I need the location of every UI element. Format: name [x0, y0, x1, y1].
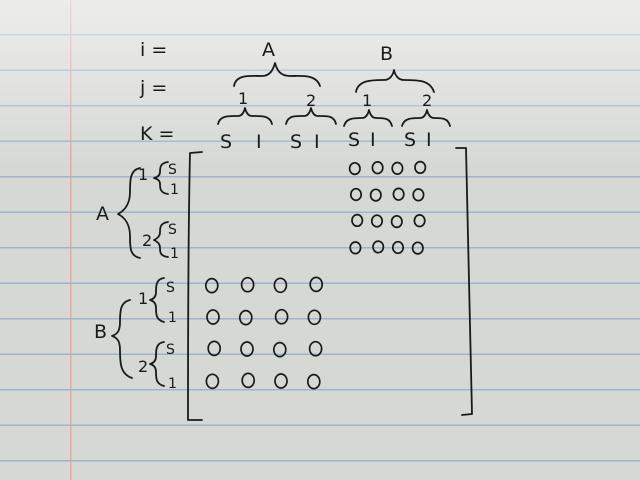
top-right-zero-r4-c2 — [372, 240, 385, 254]
top-right-zero-r1-c4 — [414, 160, 427, 175]
top-right-zero-r3-c3 — [390, 214, 403, 229]
bottom-left-zero-r3-c1 — [207, 340, 222, 357]
bottom-left-zero-r1-c3 — [273, 277, 288, 294]
row-j-label-a2: 2 — [142, 231, 152, 250]
row-j-label-b2: 2 — [138, 357, 148, 376]
col-j-label-a2: 2 — [306, 91, 316, 110]
col-k-label-a1i: I — [256, 131, 262, 153]
row-j-brace-b2 — [149, 341, 165, 387]
j-label: j = — [139, 77, 167, 99]
top-right-zero-r2-c4 — [412, 188, 425, 202]
bottom-left-zero-r2-c3 — [274, 308, 289, 325]
top-right-zero-r3-c4 — [413, 214, 426, 228]
col-j-brace-a2 — [285, 107, 337, 125]
bottom-left-zero-r4-c3 — [274, 373, 288, 389]
matrix-left-bracket — [187, 151, 203, 421]
top-right-zero-r4-c1 — [349, 241, 362, 255]
row-k-label-a2-1: 1 — [170, 246, 179, 262]
top-right-zero-r2-c1 — [349, 187, 363, 202]
matrix-right-bracket — [455, 147, 473, 416]
top-right-zero-r2-c3 — [392, 187, 405, 201]
top-right-zero-r3-c2 — [370, 214, 384, 228]
bottom-left-zero-r4-c4 — [306, 373, 321, 390]
bottom-left-zero-r1-c4 — [309, 276, 324, 293]
col-k-label-b2s: S — [404, 129, 416, 151]
row-j-brace-a1 — [153, 161, 169, 195]
top-right-zero-r4-c3 — [391, 240, 405, 255]
col-k-label-a1s: S — [220, 131, 232, 153]
top-right-zero-r1-c3 — [391, 161, 404, 175]
top-right-zero-r4-c4 — [411, 241, 424, 255]
row-k-label-b1s: S — [166, 280, 175, 296]
row-i-brace-a — [117, 167, 141, 259]
row-k-label-b2s: S — [166, 342, 175, 358]
zero-block-top-right — [348, 160, 427, 255]
col-i-label-a: A — [262, 39, 275, 61]
col-j-brace-b1 — [343, 109, 393, 127]
k-label: K = — [140, 123, 174, 145]
row-k-label-a1s: S — [168, 162, 177, 178]
zero-block-bottom-left — [204, 276, 324, 390]
bottom-left-zero-r2-c4 — [307, 309, 322, 326]
bottom-left-zero-r3-c2 — [240, 341, 254, 357]
col-j-label-b2: 2 — [422, 91, 432, 110]
row-j-label-b1: 1 — [138, 289, 148, 308]
col-k-label-b1s: S — [348, 129, 360, 151]
col-k-label-a2i: I — [314, 131, 320, 153]
row-j-brace-a2 — [153, 221, 169, 258]
row-i-brace-b — [111, 299, 133, 379]
top-right-zero-r1-c2 — [371, 161, 384, 175]
bottom-left-zero-r2-c2 — [238, 309, 253, 326]
bottom-left-zero-r1-c1 — [204, 277, 219, 294]
row-k-label-a1-1: 1 — [170, 182, 179, 198]
top-right-zero-r3-c1 — [351, 213, 364, 228]
row-k-label-b1-1: 1 — [168, 310, 177, 326]
col-j-label-a1: 1 — [238, 89, 248, 108]
bottom-left-zero-r1-c2 — [240, 276, 255, 293]
bottom-left-zero-r3-c4 — [308, 340, 323, 357]
row-j-brace-b1 — [149, 277, 165, 323]
row-k-label-a2s: S — [168, 222, 177, 238]
bottom-left-zero-r4-c2 — [241, 372, 256, 389]
top-right-zero-r2-c2 — [369, 188, 382, 202]
row-i-label-b: B — [94, 321, 107, 343]
bottom-left-zero-r3-c3 — [272, 341, 287, 358]
col-k-label-a2s: S — [290, 131, 302, 153]
bottom-left-zero-r2-c1 — [206, 309, 220, 325]
row-j-label-a1: 1 — [138, 165, 148, 184]
row-i-label-a: A — [96, 203, 109, 225]
top-right-zero-r1-c1 — [348, 161, 361, 176]
row-k-label-b2-1: 1 — [168, 376, 177, 392]
i-label: i = — [140, 39, 167, 61]
col-j-label-b1: 1 — [362, 91, 372, 110]
col-k-label-b2i: I — [426, 129, 432, 151]
col-j-brace-b2 — [401, 109, 451, 127]
col-i-label-b: B — [380, 43, 393, 65]
col-i-brace-b — [355, 69, 435, 93]
col-k-label-b1i: I — [370, 129, 376, 151]
col-i-brace-a — [233, 62, 321, 87]
col-j-brace-a1 — [217, 107, 273, 125]
bottom-left-zero-r4-c1 — [205, 373, 220, 390]
